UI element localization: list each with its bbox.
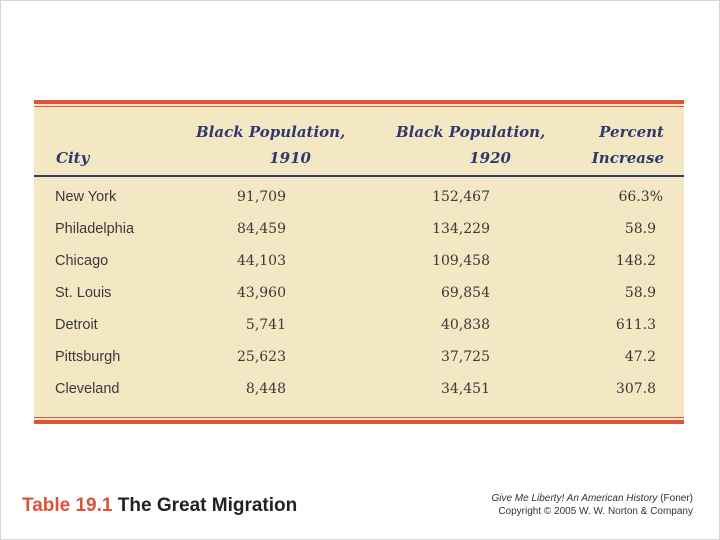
cell-percent-increase: 47.2 <box>624 349 656 365</box>
credit-line-1: Give Me Liberty! An American History (Fo… <box>491 492 693 505</box>
header-percent-line1: Percent <box>599 123 664 141</box>
data-table: City Black Population, 1910 Black Popula… <box>34 100 684 424</box>
top-rule-thin <box>34 106 684 107</box>
bottom-rule-thin <box>34 417 684 418</box>
top-rule-thick <box>34 100 684 104</box>
table-caption: Table 19.1 The Great Migration <box>22 494 297 518</box>
cell-percent-increase: 66.3% <box>618 189 663 205</box>
cell-population-1910: 5,741 <box>245 317 286 333</box>
cell-population-1910: 25,623 <box>237 349 286 365</box>
header-population-1920-line2: 1920 <box>469 149 511 167</box>
cell-population-1920: 40,838 <box>441 317 490 333</box>
copyright-line: Copyright © 2005 W. W. Norton & Company <box>498 506 693 517</box>
cell-city: Cleveland <box>55 381 120 397</box>
table-row: Detroit 5,741 40,838 611.3 <box>34 312 684 344</box>
header-percent-line2: Increase <box>591 149 664 167</box>
table-title: The Great Migration <box>117 495 298 516</box>
cell-city: Detroit <box>55 317 98 333</box>
cell-population-1920: 37,725 <box>441 349 490 365</box>
table-row: St. Louis 43,960 69,854 58.9 <box>34 280 684 312</box>
cell-population-1910: 43,960 <box>237 285 286 301</box>
book-author: (Foner) <box>660 493 693 504</box>
cell-population-1910: 8,448 <box>245 381 286 397</box>
cell-city: Chicago <box>55 253 109 269</box>
header-divider <box>34 175 684 177</box>
table-row: New York 91,709 152,467 66.3% <box>34 184 684 216</box>
cell-population-1920: 109,458 <box>432 253 490 269</box>
cell-city: St. Louis <box>55 285 112 301</box>
cell-population-1920: 69,854 <box>441 285 490 301</box>
header-population-1910-line1: Black Population, <box>196 123 346 141</box>
cell-population-1920: 134,229 <box>432 221 490 237</box>
cell-population-1920: 152,467 <box>432 189 490 205</box>
cell-percent-increase: 58.9 <box>624 285 656 301</box>
cell-city: Pittsburgh <box>55 349 121 365</box>
header-population-1920: Black Population, 1920 <box>396 119 545 171</box>
header-population-1910-line2: 1910 <box>269 149 311 167</box>
cell-population-1910: 44,103 <box>237 253 286 269</box>
header-population-1910: Black Population, 1910 <box>196 119 345 171</box>
bottom-rule-thick <box>34 420 684 424</box>
cell-percent-increase: 307.8 <box>615 381 656 397</box>
cell-city: New York <box>55 189 117 205</box>
cell-population-1910: 91,709 <box>237 189 286 205</box>
cell-population-1920: 34,451 <box>441 381 490 397</box>
header-city: City <box>56 149 90 167</box>
table-row: Chicago 44,103 109,458 148.2 <box>34 248 684 280</box>
table-row: Philadelphia 84,459 134,229 58.9 <box>34 216 684 248</box>
book-title: Give Me Liberty! An American History <box>491 493 658 504</box>
cell-percent-increase: 611.3 <box>615 317 656 333</box>
table-body: New York 91,709 152,467 66.3% Philadelph… <box>34 184 684 408</box>
header-population-1920-line1: Black Population, <box>396 123 546 141</box>
cell-city: Philadelphia <box>55 221 135 237</box>
cell-percent-increase: 58.9 <box>624 221 656 237</box>
source-credit: Give Me Liberty! An American History (Fo… <box>491 492 693 518</box>
table-number: Table 19.1 <box>22 495 113 516</box>
header-percent-increase: Percent Increase <box>574 119 664 171</box>
table-row: Cleveland 8,448 34,451 307.8 <box>34 376 684 408</box>
cell-population-1910: 84,459 <box>237 221 286 237</box>
table-row: Pittsburgh 25,623 37,725 47.2 <box>34 344 684 376</box>
cell-percent-increase: 148.2 <box>615 253 656 269</box>
